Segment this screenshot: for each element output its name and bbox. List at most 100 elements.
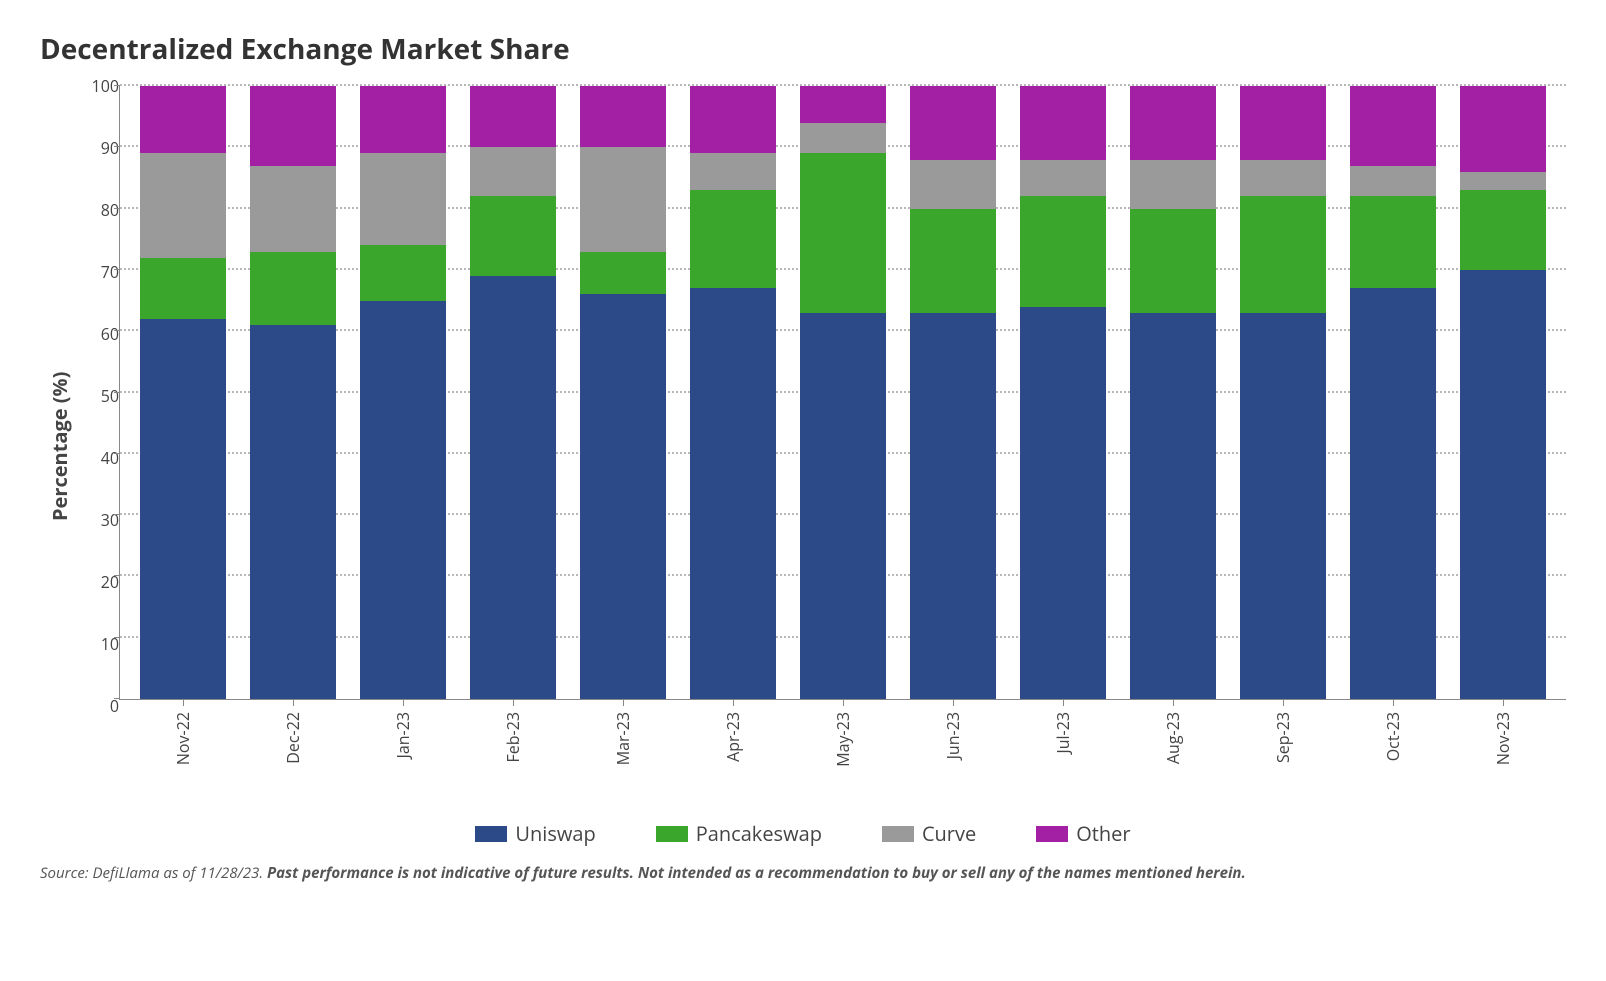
- x-axis-label: Apr-23: [722, 712, 744, 762]
- x-label-slot: Jan-23: [348, 706, 458, 806]
- x-label-slot: Feb-23: [458, 706, 568, 806]
- x-label-slot: Nov-23: [1448, 706, 1558, 806]
- bar-segment-curve: [1460, 172, 1546, 190]
- bar-slot: [568, 86, 678, 699]
- bar-segment-pancakeswap: [1460, 190, 1546, 270]
- legend-item-other: Other: [1036, 820, 1130, 847]
- x-tick-mark: [1503, 700, 1504, 706]
- bar-segment-curve: [360, 153, 446, 245]
- x-tick-mark: [1063, 700, 1064, 706]
- x-axis-label: Aug-23: [1162, 712, 1184, 764]
- chart-container: Percentage (%) 0102030405060708090100 No…: [40, 86, 1566, 806]
- stacked-bar: [470, 86, 556, 699]
- x-tick-mark: [403, 700, 404, 706]
- x-tick-mark: [293, 700, 294, 706]
- bar-segment-uniswap: [910, 313, 996, 699]
- bar-slot: [238, 86, 348, 699]
- bar-segment-pancakeswap: [140, 258, 226, 319]
- bar-segment-uniswap: [140, 319, 226, 699]
- bar-segment-curve: [140, 153, 226, 257]
- chart-title: Decentralized Exchange Market Share: [40, 30, 1566, 68]
- plot-area: [119, 86, 1566, 700]
- bars-row: [120, 86, 1566, 699]
- bar-segment-other: [250, 86, 336, 166]
- bar-segment-uniswap: [1460, 270, 1546, 699]
- x-tick-mark: [953, 700, 954, 706]
- bar-segment-other: [910, 86, 996, 160]
- bar-segment-other: [1460, 86, 1546, 172]
- legend-item-uniswap: Uniswap: [475, 820, 595, 847]
- x-label-slot: Apr-23: [678, 706, 788, 806]
- bar-slot: [1338, 86, 1448, 699]
- legend: Uniswap Pancakeswap Curve Other: [40, 806, 1566, 857]
- stacked-bar: [1460, 86, 1546, 699]
- x-label-slot: Mar-23: [568, 706, 678, 806]
- bar-segment-curve: [690, 153, 776, 190]
- x-axis-label: Nov-22: [172, 712, 194, 765]
- bar-slot: [128, 86, 238, 699]
- bar-segment-other: [1240, 86, 1326, 160]
- bar-slot: [788, 86, 898, 699]
- legend-label: Pancakeswap: [696, 820, 822, 847]
- legend-swatch: [882, 826, 914, 842]
- x-axis-label: Nov-23: [1492, 712, 1514, 765]
- stacked-bar: [360, 86, 446, 699]
- legend-swatch: [1036, 826, 1068, 842]
- bar-segment-pancakeswap: [1020, 196, 1106, 306]
- source-prefix: Source: DefiLlama as of 11/28/23.: [40, 863, 267, 883]
- bar-segment-other: [1350, 86, 1436, 166]
- bar-slot: [678, 86, 788, 699]
- bar-segment-pancakeswap: [800, 153, 886, 312]
- legend-item-curve: Curve: [882, 820, 976, 847]
- bar-slot: [1118, 86, 1228, 699]
- x-axis-label: Feb-23: [502, 712, 524, 762]
- bar-segment-curve: [1350, 166, 1436, 197]
- x-axis-label: Jan-23: [392, 712, 414, 758]
- x-label-slot: Jun-23: [898, 706, 1008, 806]
- stacked-bar: [1020, 86, 1106, 699]
- x-axis-label: Jul-23: [1052, 712, 1074, 754]
- source-note: Source: DefiLlama as of 11/28/23. Past p…: [40, 863, 1566, 883]
- x-label-slot: Jul-23: [1008, 706, 1118, 806]
- bar-slot: [1008, 86, 1118, 699]
- x-tick-mark: [623, 700, 624, 706]
- stacked-bar: [910, 86, 996, 699]
- bar-segment-other: [800, 86, 886, 123]
- x-label-slot: Nov-22: [128, 706, 238, 806]
- bar-segment-pancakeswap: [1130, 209, 1216, 313]
- x-tick-mark: [843, 700, 844, 706]
- legend-swatch: [656, 826, 688, 842]
- stacked-bar: [1350, 86, 1436, 699]
- bar-segment-other: [360, 86, 446, 153]
- x-label-slot: Dec-22: [238, 706, 348, 806]
- x-axis-label: Mar-23: [612, 712, 634, 765]
- stacked-bar: [1240, 86, 1326, 699]
- stacked-bar: [140, 86, 226, 699]
- x-tick-mark: [733, 700, 734, 706]
- bar-slot: [1228, 86, 1338, 699]
- bar-segment-uniswap: [800, 313, 886, 699]
- legend-swatch: [475, 826, 507, 842]
- stacked-bar: [1130, 86, 1216, 699]
- bar-segment-uniswap: [1350, 288, 1436, 699]
- x-label-slot: Oct-23: [1338, 706, 1448, 806]
- bar-segment-uniswap: [690, 288, 776, 699]
- x-axis-label: Jun-23: [942, 712, 964, 759]
- bar-segment-curve: [580, 147, 666, 251]
- bar-slot: [1448, 86, 1558, 699]
- bar-segment-curve: [910, 160, 996, 209]
- bar-slot: [348, 86, 458, 699]
- bar-segment-other: [580, 86, 666, 147]
- bar-slot: [458, 86, 568, 699]
- bar-segment-uniswap: [470, 276, 556, 699]
- y-axis-ticks: 0102030405060708090100: [73, 86, 119, 806]
- bar-segment-pancakeswap: [470, 196, 556, 276]
- bar-segment-other: [1020, 86, 1106, 160]
- bar-segment-curve: [1130, 160, 1216, 209]
- bar-segment-uniswap: [1130, 313, 1216, 699]
- bar-segment-uniswap: [360, 301, 446, 699]
- x-tick-mark: [183, 700, 184, 706]
- x-label-slot: Sep-23: [1228, 706, 1338, 806]
- stacked-bar: [690, 86, 776, 699]
- x-axis-label: Oct-23: [1382, 712, 1404, 761]
